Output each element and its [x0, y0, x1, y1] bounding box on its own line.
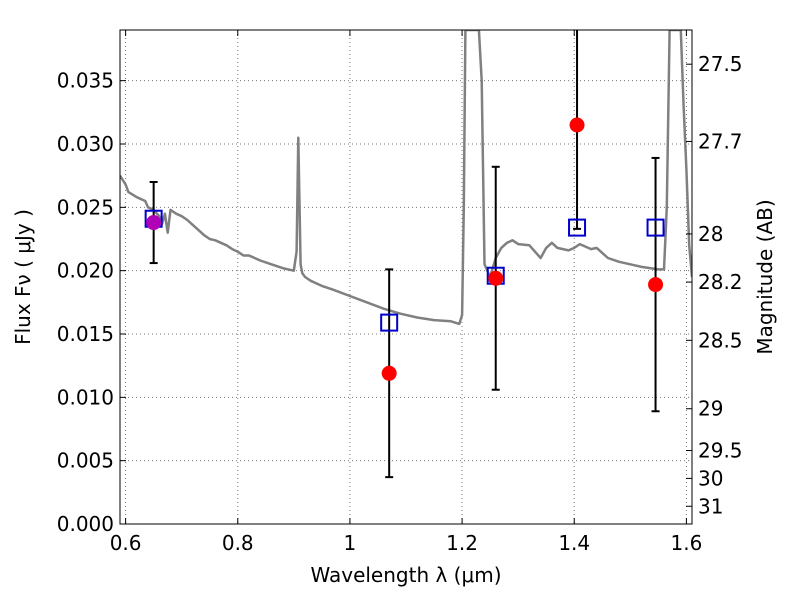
observed-flux-point [648, 277, 664, 293]
y2-tick-label: 28 [698, 222, 723, 246]
observed-flux-point [569, 117, 585, 133]
y-tick-label: 0.035 [57, 69, 114, 93]
model-photometry-square [380, 313, 399, 332]
model-photometry-square [568, 218, 587, 237]
y-tick-label: 0.020 [57, 259, 114, 283]
y2-axis-ticks: 27.5 27.7 28 28.2 28.5 29 29.5 30 31 [686, 52, 743, 518]
y-tick-label: 0.025 [57, 195, 114, 219]
x-tick-label: 0.6 [110, 531, 142, 555]
y2-tick-label: 31 [698, 494, 723, 518]
y2-tick-label: 30 [698, 466, 723, 490]
observed-flux-point [488, 270, 504, 286]
plot-frame [119, 29, 693, 525]
y-tick-label: 0.000 [57, 512, 114, 536]
y2-axis-label: Magnitude (AB) [753, 199, 777, 354]
spectrum-layer [120, 30, 692, 326]
y2-tick-label: 29 [698, 397, 723, 421]
y-tick-label: 0.015 [57, 322, 114, 346]
y-axis-label: Flux Fν ( μJy ) [11, 209, 35, 345]
x-axis-ticks: 0.6 0.8 1 1.2 1.4 1.6 [110, 30, 702, 555]
y-tick-label: 0.005 [57, 449, 114, 473]
y-axis-ticks: 0.000 0.005 0.010 0.015 0.020 0.025 0.030 0.035 [57, 69, 126, 536]
marker-layer [144, 117, 665, 381]
y-tick-label: 0.010 [57, 385, 114, 409]
x-tick-label: 0.8 [222, 531, 254, 555]
x-axis-label: Wavelength λ (μm) [310, 563, 501, 587]
y-tick-label: 0.030 [57, 132, 114, 156]
y2-tick-label: 27.7 [698, 129, 743, 153]
x-tick-label: 1.6 [670, 531, 702, 555]
y2-tick-label: 27.5 [698, 52, 743, 76]
x-tick-label: 1 [344, 531, 357, 555]
spectrum-line [120, 30, 692, 326]
x-tick-label: 1.2 [446, 531, 478, 555]
y2-tick-label: 29.5 [698, 439, 743, 463]
observed-flux-point [381, 365, 397, 381]
observed-flux-point [146, 215, 162, 231]
y2-tick-label: 28.5 [698, 328, 743, 352]
y2-tick-label: 28.2 [698, 270, 743, 294]
plot-background [120, 30, 692, 524]
model-photometry-square [646, 218, 665, 237]
x-tick-label: 1.4 [558, 531, 590, 555]
